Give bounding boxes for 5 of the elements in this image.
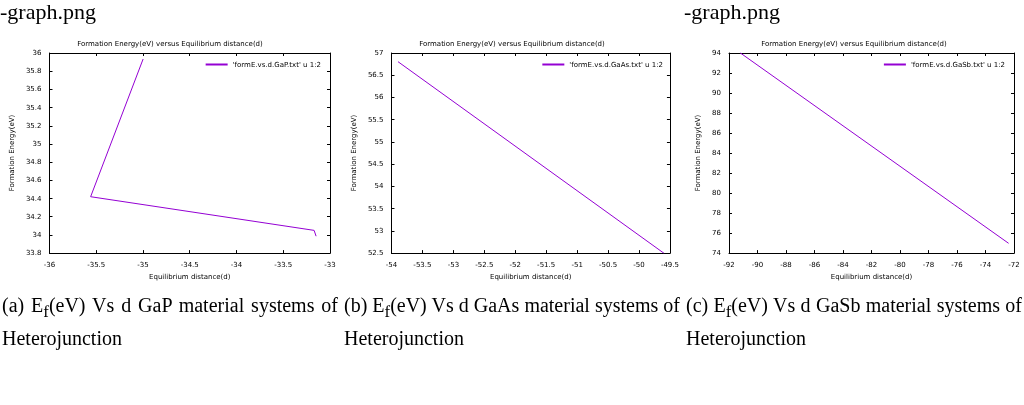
chart-subtitle: -graph.png [0,0,96,24]
text: (a) E$_{f}$(eV) Vs d GaP material systems of Heterojunction [2,293,338,351]
text: (b) E$_{f}$(eV) Vs d GaAs material systems of Heterojunction [344,293,680,351]
chart-subtitle: -graph.png [684,0,780,24]
text: (c) E$_{f}$(eV) Vs d GaSb material systems of Heterojunction [686,293,1022,351]
